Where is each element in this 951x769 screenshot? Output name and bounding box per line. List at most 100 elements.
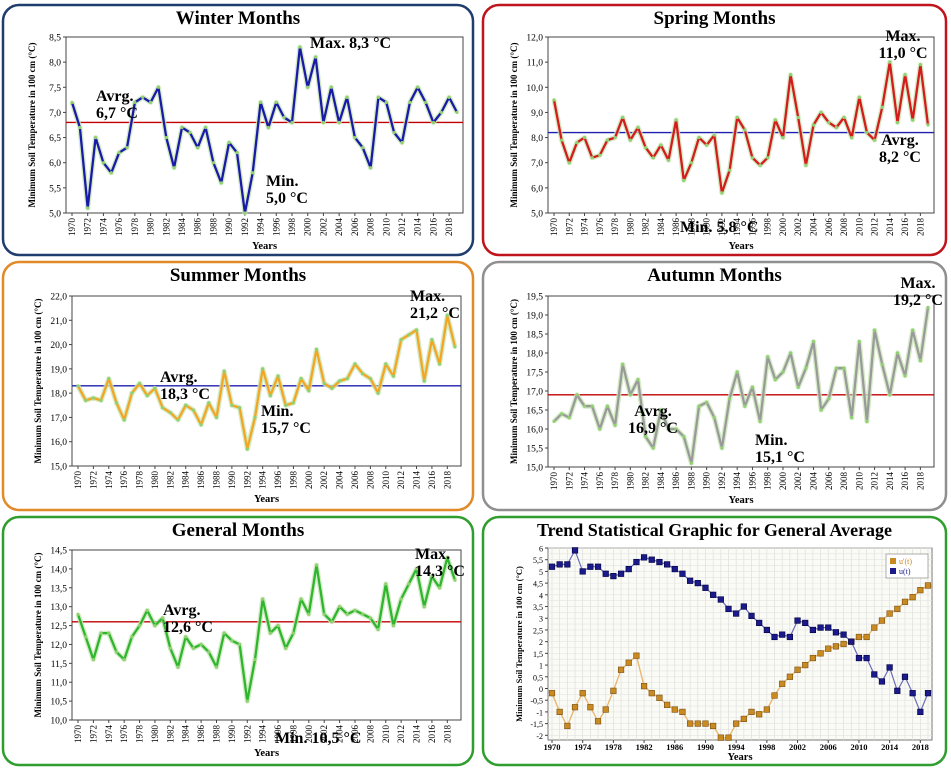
chart-general: General Months 10,0 10,5 11,0 11,5 12,0 12,5 13… bbox=[33, 520, 465, 759]
x-tick-label: 2008 bbox=[839, 472, 849, 491]
x-tick-label: 1970 bbox=[73, 471, 83, 490]
chart-title: Autumn Months bbox=[647, 265, 782, 286]
y-axis-label: Minimum Soil Temperature in 100 cm (°C) bbox=[33, 553, 43, 718]
annotation-line1: Max. bbox=[885, 28, 920, 45]
data-point bbox=[148, 100, 153, 104]
x-tick-label: 1994 bbox=[258, 471, 268, 490]
x-tick-label: 1978 bbox=[605, 742, 622, 752]
data-point bbox=[237, 642, 242, 647]
data-point bbox=[93, 135, 98, 140]
y-tick-label: 8,0 bbox=[531, 134, 543, 144]
data-point bbox=[651, 156, 655, 160]
data-point-u-prime bbox=[625, 659, 632, 666]
data-point bbox=[598, 427, 602, 431]
data-point bbox=[307, 389, 311, 393]
data-point-u-prime bbox=[694, 720, 701, 727]
data-point bbox=[552, 98, 556, 102]
x-tick-label: 1972 bbox=[564, 472, 574, 490]
chart-title: Trend Statistical Graphic for General Av… bbox=[537, 520, 892, 540]
y-tick-label: 5 bbox=[539, 568, 543, 577]
data-point bbox=[337, 379, 342, 383]
data-point bbox=[253, 657, 257, 662]
data-point-u bbox=[794, 617, 801, 624]
legend-label: u(t) bbox=[899, 567, 911, 576]
x-tick-label: 1978 bbox=[610, 218, 620, 237]
data-point bbox=[122, 657, 126, 662]
data-point bbox=[575, 141, 579, 145]
data-point bbox=[819, 110, 823, 115]
data-point bbox=[811, 123, 816, 127]
x-tick-label: 2008 bbox=[365, 725, 375, 744]
y-tick-label: 13,5 bbox=[50, 584, 67, 594]
data-point bbox=[368, 376, 372, 381]
data-point bbox=[191, 646, 196, 650]
annotation-line2: 14,3 °C bbox=[415, 563, 465, 580]
data-point bbox=[453, 345, 457, 349]
plot-area bbox=[547, 547, 933, 741]
y-tick-label: 6 bbox=[539, 545, 543, 554]
data-point bbox=[91, 657, 95, 662]
data-point-u-prime bbox=[587, 704, 594, 711]
x-tick-label: 1974 bbox=[574, 742, 592, 752]
data-point bbox=[345, 95, 349, 99]
x-tick-label: 1988 bbox=[211, 725, 221, 744]
data-point bbox=[314, 347, 319, 352]
data-point bbox=[834, 125, 839, 130]
data-point bbox=[705, 143, 709, 147]
data-point bbox=[172, 166, 176, 170]
data-point bbox=[258, 100, 263, 104]
data-point bbox=[758, 419, 762, 423]
data-point-u bbox=[594, 563, 602, 570]
x-tick-label: 1984 bbox=[181, 471, 191, 490]
data-point bbox=[613, 135, 617, 140]
data-point-u-prime bbox=[548, 690, 556, 697]
data-point-u bbox=[779, 631, 786, 638]
data-point bbox=[86, 206, 90, 210]
data-point-u bbox=[756, 619, 763, 627]
data-point bbox=[307, 612, 311, 616]
data-point bbox=[903, 374, 907, 378]
data-point bbox=[137, 381, 142, 386]
data-point-u bbox=[855, 654, 863, 662]
data-point bbox=[314, 563, 319, 567]
data-point-u-prime bbox=[617, 666, 625, 673]
data-point-u bbox=[687, 577, 694, 584]
data-point-u-prime bbox=[863, 633, 870, 641]
annotation-line2: 5,0 °C bbox=[266, 190, 308, 207]
data-point bbox=[834, 366, 839, 370]
data-point bbox=[682, 178, 686, 182]
data-point bbox=[857, 340, 861, 344]
plot-area bbox=[71, 549, 462, 721]
annotation-line1: Max. bbox=[415, 546, 450, 563]
data-point bbox=[414, 328, 419, 332]
data-point-u bbox=[640, 554, 648, 561]
data-point bbox=[284, 403, 288, 407]
x-tick-label: 1986 bbox=[671, 472, 681, 491]
data-point bbox=[211, 161, 216, 165]
data-point bbox=[345, 612, 349, 616]
y-tick-label: 5,0 bbox=[49, 210, 61, 220]
data-point bbox=[133, 100, 137, 104]
data-point bbox=[926, 123, 930, 127]
data-point-u bbox=[802, 619, 809, 627]
y-axis-label: Minimum Soil Temperature in 100 cm (°C) bbox=[509, 299, 519, 464]
x-tick-label: 2014 bbox=[885, 472, 895, 491]
data-point bbox=[203, 125, 208, 130]
data-point-u bbox=[909, 690, 916, 697]
data-point-u bbox=[786, 633, 793, 641]
data-point-u bbox=[664, 561, 671, 568]
data-point bbox=[168, 646, 172, 650]
data-point-u bbox=[564, 561, 571, 568]
y-tick-label: 18,0 bbox=[50, 390, 67, 400]
data-point bbox=[628, 138, 632, 142]
x-tick-label: 1986 bbox=[193, 218, 203, 237]
data-point bbox=[743, 128, 747, 132]
data-point bbox=[191, 408, 196, 412]
data-point bbox=[125, 146, 129, 150]
y-tick-label: 12,0 bbox=[526, 34, 543, 44]
annotation-line2: 19,2 °C bbox=[893, 292, 943, 309]
data-point bbox=[299, 597, 303, 601]
data-point bbox=[321, 120, 326, 125]
data-point bbox=[245, 447, 249, 451]
annotation-line1: Avrg. bbox=[163, 602, 200, 619]
